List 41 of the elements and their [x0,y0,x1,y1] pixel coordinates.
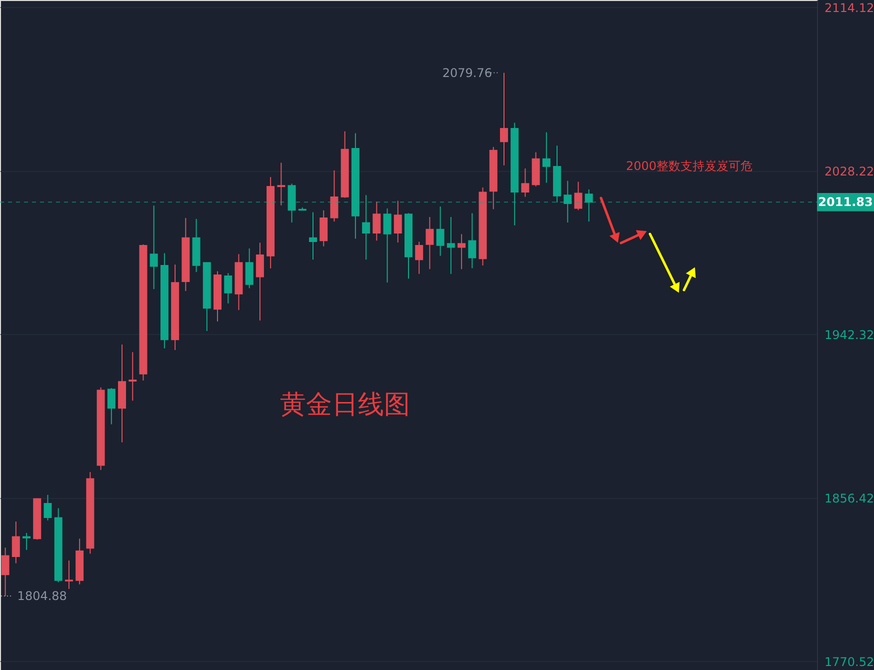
candlestick [1,547,10,596]
annotation: 黄金日线图 [280,390,410,420]
candlestick [574,181,582,211]
annotation: 2079.76 [442,66,492,80]
candlestick [446,216,455,274]
candlestick [245,248,254,289]
candlestick [521,168,530,198]
candlestick [584,188,593,222]
y-tick-label: 2028.22 [824,164,874,178]
candlestick [22,532,31,550]
candlestick [277,162,286,206]
candlestick [564,180,572,224]
candlestick [150,205,158,290]
candlestick [330,170,338,222]
candlestick [362,194,370,260]
candlestick [12,521,20,564]
candlestick [309,212,318,260]
y-tick-label: 2114.12 [824,0,874,15]
candlestick [383,208,392,283]
candlestick [468,212,476,269]
candlestick [372,201,381,242]
ref-line-label: 2011.83 [818,195,873,210]
y-tick-label: 1770.52 [824,654,874,669]
candlestick [542,132,550,184]
candlestick [426,216,434,270]
candlestick [320,210,328,247]
candlestick [64,560,73,590]
candlestick [256,242,264,322]
annotation: 1804.88 [17,588,67,603]
y-tick-label: 1856.42 [824,491,874,506]
annotation: 2000整数支持岌岌可危 [626,159,753,173]
candlestick [500,72,508,166]
candlestick [107,388,116,425]
candlestick [224,272,232,304]
candlestick [394,200,402,243]
candlestick [415,241,424,274]
candlestick [44,494,52,521]
candlestick [128,352,137,402]
candlestick [458,234,466,270]
y-tick-label: 1942.32 [824,328,874,342]
candlestick [436,206,444,256]
